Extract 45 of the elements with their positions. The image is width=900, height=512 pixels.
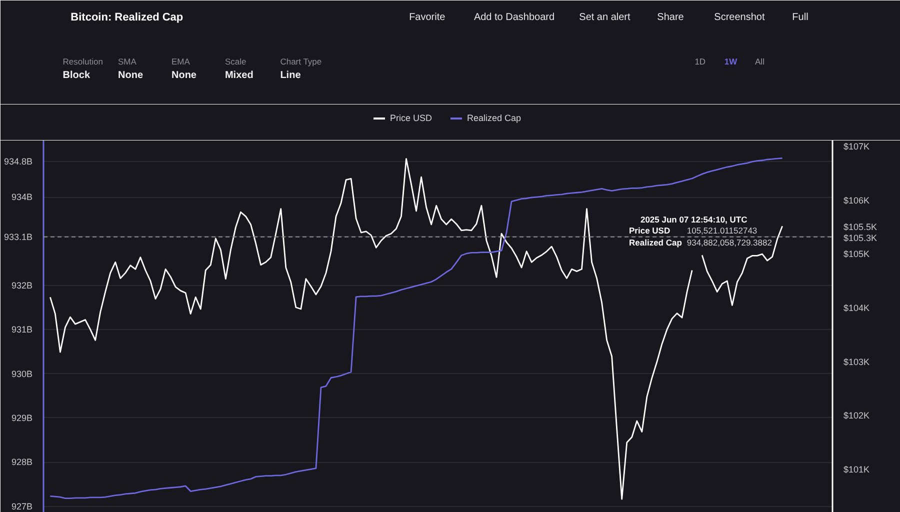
text: Resolution [62,56,104,66]
y-tick-label: 930B [11,368,33,379]
y2-tick-label: $105.3K [844,232,878,243]
text: None [118,70,144,81]
text: Screenshot [714,12,765,23]
annotation: 2025 Jun 07 12:54:10, UTC [640,214,748,224]
y2-tick-label: $101K [844,464,870,474]
y-tick-label: 931B [11,324,33,335]
text: Block [62,70,90,81]
text: Scale [224,56,247,66]
legend-label: Realized Cap [467,113,522,123]
y2-tick-label: $104K [844,302,870,313]
chart-title: Bitcoin: Realized Cap [70,12,184,24]
y-tick-label: 928B [11,457,33,468]
text: Chart Type [280,56,322,66]
y-tick-label: 927B [11,501,33,512]
y2-tick-label: $106K [844,195,870,206]
annotation: Realized Cap [629,238,682,248]
y2-tick-label: $105.5K [844,222,878,232]
text: 1D [694,56,706,66]
legend-label: Price USD [390,113,432,123]
y-tick-label: 933.1B [4,232,33,242]
text: All [755,56,765,66]
y-tick-label: 932B [11,280,33,290]
text: Favorite [409,12,446,23]
text: SMA [118,56,137,66]
y-tick-label: 934B [11,192,33,202]
text: Set an alert [579,12,631,23]
y-tick-label: 934.8B [4,156,33,167]
text: 1W [724,56,738,66]
y2-tick-label: $107K [844,141,870,152]
text: Add to Dashboard [474,12,555,23]
text: Full [792,12,808,23]
y2-tick-label: $103K [844,356,870,367]
annotation: 934,882,058,729.3882 [686,238,772,248]
y2-tick-label: $102K [844,410,870,421]
annotation: Price USD [629,226,670,236]
text: EMA [171,56,190,66]
text: None [171,70,197,81]
y-tick-label: 929B [11,412,33,423]
text: Mixed [224,70,254,81]
text: Line [280,70,302,81]
text: Share [657,12,684,23]
annotation: 105,521.01152743 [686,226,758,236]
y2-tick-label: $105K [844,249,870,260]
